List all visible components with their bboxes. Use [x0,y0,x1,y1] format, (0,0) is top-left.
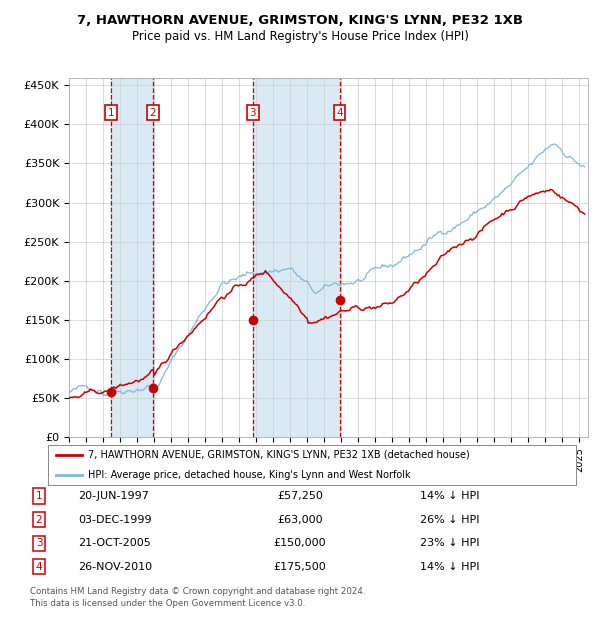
Text: £63,000: £63,000 [277,515,323,525]
Text: 2: 2 [149,108,156,118]
Text: 3: 3 [250,108,256,118]
Text: 14% ↓ HPI: 14% ↓ HPI [420,562,479,572]
Bar [111,78,153,437]
Text: 4: 4 [336,108,343,118]
Text: Contains HM Land Registry data © Crown copyright and database right 2024.: Contains HM Land Registry data © Crown c… [30,587,365,596]
Text: 03-DEC-1999: 03-DEC-1999 [78,515,152,525]
Bar [253,78,340,437]
Text: Price paid vs. HM Land Registry's House Price Index (HPI): Price paid vs. HM Land Registry's House … [131,30,469,43]
Text: £175,500: £175,500 [274,562,326,572]
Text: This data is licensed under the Open Government Licence v3.0.: This data is licensed under the Open Gov… [30,598,305,608]
Text: 1: 1 [35,491,43,501]
Text: 7, HAWTHORN AVENUE, GRIMSTON, KING'S LYNN, PE32 1XB (detached house): 7, HAWTHORN AVENUE, GRIMSTON, KING'S LYN… [88,450,469,459]
Text: 2: 2 [35,515,43,525]
Text: 23% ↓ HPI: 23% ↓ HPI [420,538,479,548]
Text: 7, HAWTHORN AVENUE, GRIMSTON, KING'S LYNN, PE32 1XB: 7, HAWTHORN AVENUE, GRIMSTON, KING'S LYN… [77,14,523,27]
Text: 21-OCT-2005: 21-OCT-2005 [78,538,151,548]
Text: £150,000: £150,000 [274,538,326,548]
Text: 26% ↓ HPI: 26% ↓ HPI [420,515,479,525]
Text: 26-NOV-2010: 26-NOV-2010 [78,562,152,572]
Text: 4: 4 [35,562,43,572]
Text: 3: 3 [35,538,43,548]
Text: 14% ↓ HPI: 14% ↓ HPI [420,491,479,501]
Text: £57,250: £57,250 [277,491,323,501]
Text: 20-JUN-1997: 20-JUN-1997 [78,491,149,501]
Text: 1: 1 [108,108,115,118]
Text: HPI: Average price, detached house, King's Lynn and West Norfolk: HPI: Average price, detached house, King… [88,470,410,480]
